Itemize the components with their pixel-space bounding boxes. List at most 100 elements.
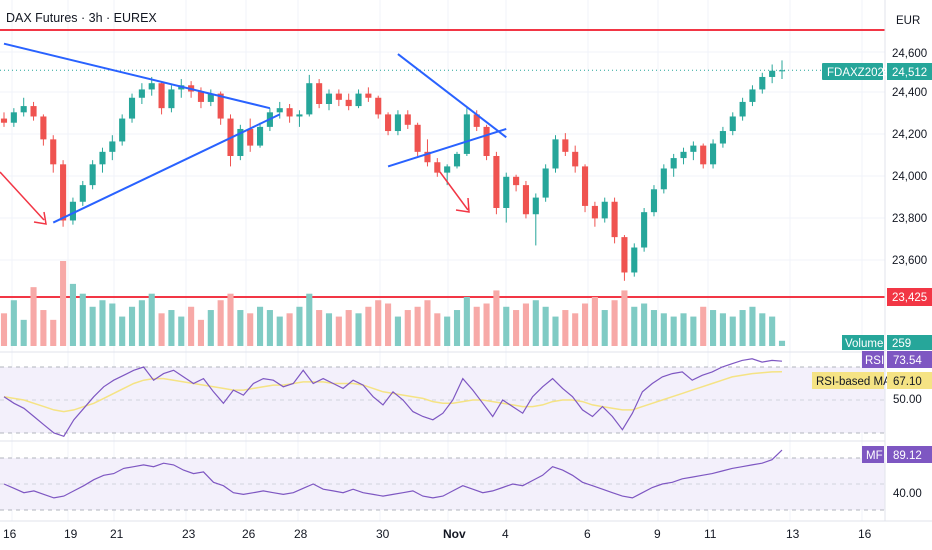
price-badge[interactable]: FDAXZ2025 24,512: [822, 63, 932, 80]
mf-badge-label: MF: [866, 450, 883, 462]
candle-body: [453, 153, 461, 167]
candle-body: [680, 151, 687, 159]
volume-badge-value: 259: [892, 338, 911, 350]
time-tick: 13: [786, 527, 800, 541]
candle-body: [483, 126, 490, 156]
volume-bar: [424, 300, 431, 346]
volume-bar: [316, 310, 323, 346]
candle-body: [463, 114, 470, 154]
candle-body: [99, 151, 106, 165]
arrow-line: [0, 171, 45, 221]
volume-bar: [178, 316, 185, 346]
price-tick: 24,600: [892, 48, 927, 60]
rsi-ma-badge-label: RSI-based MA: [816, 376, 891, 388]
candle-body: [40, 116, 47, 140]
rsi-axis-tick: 50.00: [893, 394, 922, 406]
volume-bar: [483, 303, 490, 346]
candle-body: [30, 106, 37, 117]
candle-body: [434, 162, 441, 173]
volume-bar: [562, 310, 569, 346]
volume-bar: [444, 316, 451, 346]
volume-bar: [247, 313, 254, 346]
price-tick: 24,000: [892, 171, 927, 183]
rsi-badge-label: RSI: [865, 355, 884, 367]
candle-body: [542, 168, 549, 198]
volume-bar: [493, 290, 500, 346]
volume-bar: [276, 316, 283, 346]
candle-body: [286, 108, 293, 117]
arrow-line: [439, 171, 469, 211]
rsi-badge[interactable]: RSI 73.54: [862, 351, 932, 368]
symbol-title[interactable]: DAX Futures · 3h · EUREX: [6, 11, 157, 25]
volume-bar: [286, 313, 293, 346]
volume-bar: [197, 319, 205, 346]
volume-bar: [227, 293, 234, 346]
volume-bar: [50, 319, 57, 346]
volume-badge[interactable]: Volume 259: [842, 335, 932, 350]
time-tick: 9: [654, 527, 661, 541]
candle-body: [769, 70, 776, 77]
candle-body: [128, 97, 136, 119]
time-axis[interactable]: 16 19 21 23 26 28 30 Nov 4 6 9 11 13 16: [3, 527, 872, 541]
candle-body: [631, 247, 638, 273]
rsi-ma-badge-value: 67.10: [893, 376, 922, 388]
rsi-ma-badge[interactable]: RSI-based MA 67.10: [812, 372, 932, 389]
volume-bar: [0, 313, 8, 346]
candle-body: [60, 164, 67, 221]
mf-badge[interactable]: MF 89.12: [862, 446, 932, 463]
candle-body: [138, 89, 145, 98]
volume-bar: [385, 303, 392, 346]
candle-body: [69, 201, 76, 221]
time-tick: 6: [584, 527, 591, 541]
candle-body: [316, 83, 323, 104]
volume-bar: [69, 283, 76, 346]
candle-body: [375, 97, 382, 115]
candle-body: [641, 212, 648, 248]
candle-body: [404, 114, 411, 125]
candle-body: [50, 139, 57, 165]
price-tick: 24,200: [892, 129, 927, 141]
rsi-badge-value: 73.54: [893, 355, 922, 367]
volume-bar: [719, 313, 726, 346]
price-axis[interactable]: 24,600 24,400 24,200 24,000 23,800 23,60…: [892, 48, 927, 267]
volume-bar: [591, 296, 598, 346]
candle-body: [532, 197, 539, 215]
volume-bars: [0, 261, 786, 346]
volume-bar: [306, 293, 313, 346]
volume-bar: [670, 316, 677, 346]
candle-body: [778, 70, 786, 72]
candle-body: [759, 76, 766, 90]
candle-body: [0, 118, 8, 123]
time-tick: 28: [294, 527, 308, 541]
candle-body: [729, 116, 736, 132]
volume-bar: [690, 316, 697, 346]
volume-bar: [138, 300, 145, 346]
candle-body: [493, 156, 500, 208]
candle-body: [306, 83, 313, 115]
mf-axis-tick: 40.00: [893, 488, 922, 500]
candle-body: [572, 151, 579, 167]
currency-label[interactable]: EUR: [896, 15, 920, 27]
level-badge[interactable]: 23,425: [887, 288, 932, 306]
candle-body: [611, 201, 618, 238]
arrows: [0, 171, 470, 225]
volume-bar: [89, 306, 96, 346]
time-tick: 19: [64, 527, 78, 541]
candle-body: [522, 185, 530, 215]
volume-bar: [217, 300, 224, 346]
volume-bar: [414, 306, 421, 346]
volume-bar: [296, 306, 303, 346]
trendline: [52, 113, 281, 224]
volume-bar: [503, 306, 510, 346]
candle-body: [168, 89, 175, 109]
volume-bar: [601, 310, 608, 346]
candles: [0, 60, 786, 281]
time-tick: 4: [502, 527, 509, 541]
rsi-line: [3, 358, 783, 438]
volume-bar: [759, 313, 766, 346]
volume-bar: [611, 300, 618, 346]
time-tick: 16: [3, 527, 17, 541]
candle-body: [365, 93, 372, 98]
volume-bar: [40, 310, 47, 346]
